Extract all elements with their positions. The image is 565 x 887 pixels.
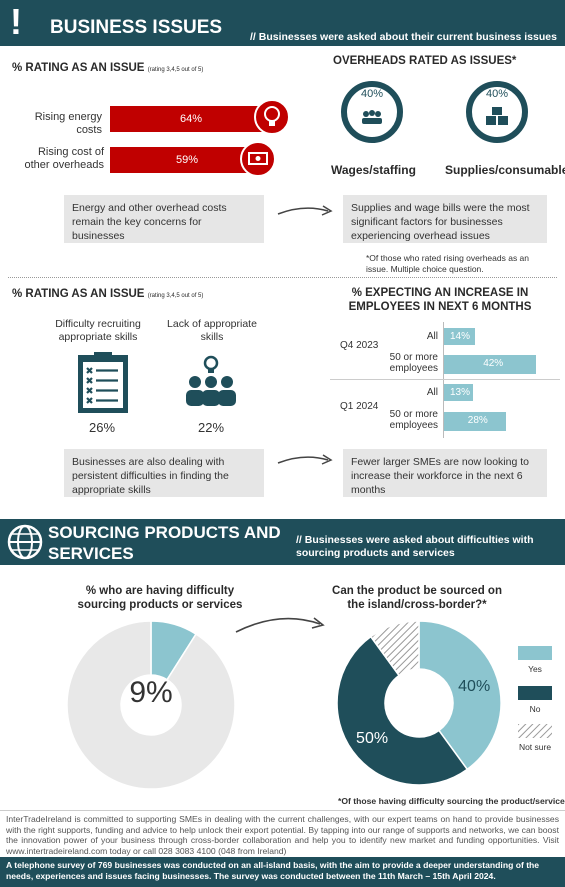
- rating-section-2-title: % RATING AS AN ISSUE (rating 3,4,5 out o…: [12, 288, 203, 300]
- donut-slice-no: [336, 635, 469, 786]
- overhead-gauge-wages: 40%: [340, 80, 404, 156]
- exclamation-icon: !: [10, 1, 22, 42]
- overheads-title: OVERHEADS RATED AS ISSUES*: [333, 55, 517, 67]
- survey-band: A telephone survey of 769 businesses was…: [0, 857, 565, 887]
- legend-swatch-notsure: [518, 724, 552, 738]
- employees-cat-q4-all: All: [426, 331, 438, 342]
- sourcing-footnote: *Of those having difficulty sourcing the…: [338, 796, 565, 806]
- employees-group-q1: Q1 2024: [340, 401, 379, 412]
- pie-left-hole: [121, 675, 181, 735]
- rating-title-text: % RATING AS AN ISSUE: [12, 62, 145, 74]
- overhead-label-supplies: Supplies/consumables: [445, 163, 565, 177]
- employees-chart: Q4 2023 Q1 2024 All 14% 50 or more emplo…: [330, 322, 560, 438]
- donut-slice-yes: [418, 620, 502, 771]
- header-subtitle: // Businesses were asked about their cur…: [250, 31, 557, 43]
- employees-group-divider: [330, 379, 560, 380]
- employees-bar-value-q4-50: 42%: [483, 358, 504, 369]
- survey-text: A telephone survey of 769 businesses was…: [6, 860, 540, 881]
- employees-group-q4: Q4 2023: [340, 340, 379, 351]
- legend-label-no: No: [529, 704, 541, 714]
- employees-cat-q1-all: All: [426, 387, 438, 398]
- employees-axis: [443, 322, 444, 438]
- skills-label-recruiting: Difficulty recruiting appropriate skills: [55, 318, 141, 343]
- donut-slice-yes-label: 40%: [458, 678, 490, 695]
- legend-label-yes: Yes: [528, 664, 542, 674]
- bar-label-energy: Rising energy costs: [34, 111, 102, 136]
- overhead-value-supplies: 40%: [485, 88, 509, 100]
- skills-value-lack: 22%: [197, 420, 225, 435]
- cash-icon: [240, 141, 276, 177]
- overheads-footnote: *Of those who rated rising overheads as …: [366, 253, 530, 274]
- sourcing-legend: Yes No Not sure: [516, 646, 560, 756]
- energy-statement: Energy and other overhead costs remain t…: [64, 195, 264, 243]
- bar-overheads: 59%: [110, 147, 256, 173]
- employees-bar-value-q1-all: 13%: [450, 387, 471, 398]
- legend-swatch-no: [518, 686, 552, 700]
- lightbulb-icon: [254, 99, 290, 135]
- overheads-statement: Supplies and wage bills were the most si…: [343, 195, 547, 243]
- rating-title-text-2: % RATING AS AN ISSUE: [12, 288, 145, 300]
- skills-statement: Businesses are also dealing with persist…: [64, 449, 264, 497]
- rating-section-1-title: % RATING AS AN ISSUE (rating 3,4,5 out o…: [12, 62, 203, 74]
- legend-label-notsure: Not sure: [518, 742, 552, 752]
- section-divider: [8, 277, 557, 278]
- employees-bar-value-q4-all: 14%: [450, 331, 471, 342]
- bar-value-overheads: 59%: [175, 154, 198, 166]
- arrow-2: [277, 454, 333, 465]
- team-idea-icon: [183, 354, 239, 410]
- skills-label-lack: Lack of appropriate skills: [167, 318, 257, 343]
- employees-bar-value-q1-50: 28%: [467, 415, 488, 426]
- sourcing-left-title: % who are having difficulty sourcing pro…: [77, 585, 243, 611]
- rating-note-2: (rating 3,4,5 out of 5): [147, 293, 204, 299]
- donut-slice-no-label: 50%: [356, 730, 388, 747]
- overhead-label-wages: Wages/staffing: [331, 163, 416, 177]
- employees-bar-q4-all: 14%: [444, 328, 475, 345]
- footer-divider: [0, 810, 565, 811]
- overhead-value-wages: 40%: [360, 88, 384, 100]
- globe-icon: [6, 523, 44, 566]
- donut-slice-notsure: [369, 620, 420, 677]
- employees-title: % EXPECTING AN INCREASE IN EMPLOYEES IN …: [348, 287, 532, 313]
- sourcing-right-title: Can the product be sourced on the island…: [332, 585, 502, 611]
- legend-swatch-yes: [518, 646, 552, 660]
- business-issues-header: ! BUSINESS ISSUES // Businesses were ask…: [0, 0, 565, 46]
- bar-value-energy: 64%: [179, 113, 202, 125]
- overhead-gauge-supplies: 40%: [465, 80, 529, 156]
- rating-note: (rating 3,4,5 out of 5): [147, 67, 204, 73]
- sourcing-left-value: 9%: [129, 676, 173, 709]
- employees-statement: Fewer larger SMEs are now looking to inc…: [343, 449, 547, 497]
- employees-bar-q1-all: 13%: [444, 384, 473, 401]
- sourcing-subtitle: // Businesses were asked about difficult…: [296, 534, 534, 559]
- employees-bar-q1-50: 28%: [444, 412, 506, 431]
- footer-text: InterTradeIreland is committed to suppor…: [6, 814, 559, 856]
- people-icon: [360, 110, 384, 124]
- boxes-icon: [485, 107, 509, 125]
- sourcing-difficulty-pie: [66, 620, 236, 790]
- bar-label-overheads: Rising cost of other overheads: [24, 146, 105, 171]
- page-title: BUSINESS ISSUES: [50, 17, 223, 38]
- employees-cat-q1-50: 50 or more employees: [389, 409, 438, 431]
- skills-value-recruiting: 26%: [88, 420, 116, 435]
- employees-bar-q4-50: 42%: [444, 355, 537, 374]
- bar-energy: 64%: [110, 106, 268, 132]
- sourcing-title: SOURCING PRODUCTS AND SERVICES: [48, 523, 281, 563]
- sourcing-header: SOURCING PRODUCTS AND SERVICES // Busine…: [0, 519, 565, 565]
- sourcing-island-donut: 40% 50%: [336, 620, 502, 786]
- employees-cat-q4-50: 50 or more employees: [389, 352, 438, 374]
- arrow-1: [277, 205, 333, 216]
- arrow-3: [235, 617, 325, 633]
- clipboard-icon: [76, 351, 130, 415]
